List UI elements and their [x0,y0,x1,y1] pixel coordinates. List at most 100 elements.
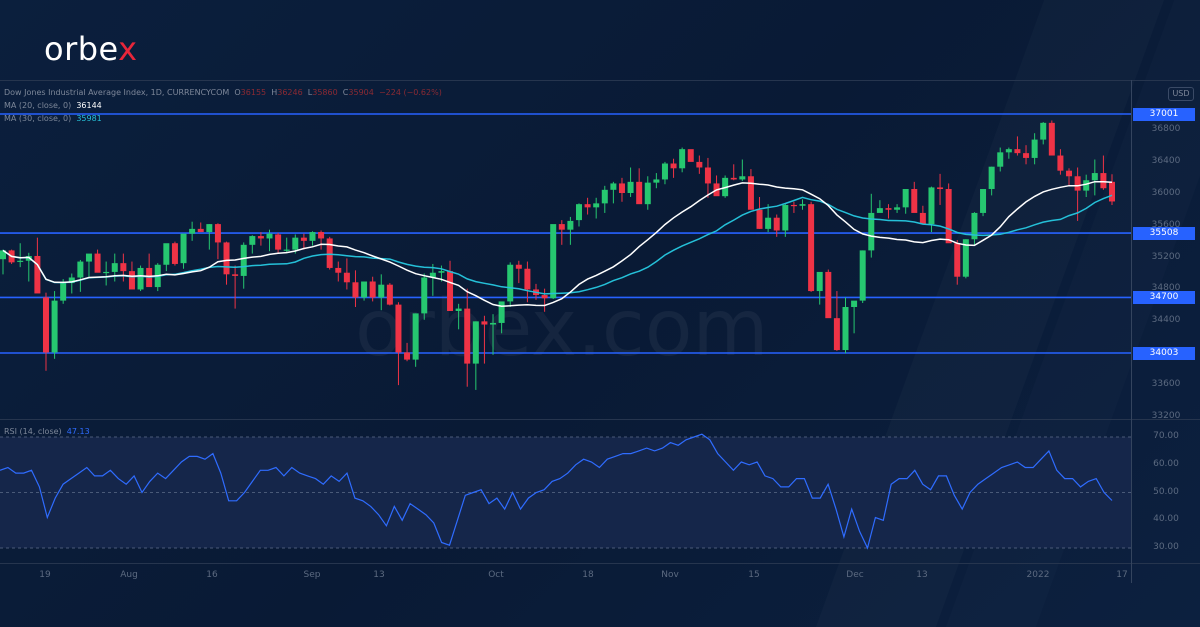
candle-body [954,243,961,277]
candle-body [180,233,187,264]
candle-body [481,321,488,325]
level-price-tag: 34700 [1133,290,1195,304]
time-tick-label: Sep [303,570,321,580]
candle-body [249,236,256,245]
currency-button[interactable]: USD [1168,87,1194,101]
candle-body [541,295,548,299]
candle-body [472,321,479,364]
candle-body [232,274,239,276]
candle-body [412,313,419,360]
time-tick-label: 13 [373,570,385,580]
candle-body [653,179,660,183]
candle-body [206,224,213,233]
candle-body [911,189,918,213]
candle-body [618,183,625,194]
time-tick-label: Oct [488,570,504,580]
price-tick-label: 36400 [1151,155,1181,166]
rsi-tick-label: 30.00 [1153,542,1179,552]
candle-body [756,209,763,229]
candle-body [997,152,1004,167]
candle-body [679,149,686,169]
high-value: 36246 [277,88,303,97]
price-tick-label: 34800 [1151,283,1181,294]
candle-body [816,271,823,292]
candle-body [335,267,342,273]
rsi-tick-label: 60.00 [1153,458,1179,469]
candle-body [429,272,436,278]
candle-body [644,182,651,205]
candle-body [395,304,402,353]
ma20-value: 36144 [76,101,102,110]
candle-body [919,212,926,225]
candle-body [223,242,230,275]
time-tick-label: 13 [916,570,928,580]
candle-body [498,301,505,323]
candle-body [773,217,780,231]
candle-body [868,212,875,251]
price-tick-label: 36000 [1151,187,1181,198]
candle-body [404,352,411,360]
candle-body [765,217,772,229]
brand-logo: orbex [44,30,138,68]
ma20-legend[interactable]: MA (20, close, 0) 36144 [4,101,102,110]
candle-body [524,268,531,290]
panel-separator [0,419,1200,420]
candle-body [137,267,144,290]
candle-body [1100,173,1107,189]
candle-body [980,189,987,213]
rsi-tick-label: 70.00 [1153,431,1179,441]
candle-body [352,282,359,298]
ma20-line [2,180,1113,307]
candle-body [378,284,385,298]
candle-body [103,271,110,274]
candle-body [782,204,789,231]
candle-body [902,189,909,208]
candle-body [704,167,711,184]
candle-body [128,271,135,290]
candle-body [550,224,557,299]
candle-body [189,228,196,234]
candle-body [455,308,462,311]
price-axis-border [1131,80,1132,583]
candle-body [292,237,299,250]
price-tick-label: 35600 [1151,219,1181,230]
candle-body [1091,173,1098,181]
candle-body [490,322,497,325]
open-value: 36155 [240,88,267,97]
candle-body [309,232,316,241]
candle-body [928,187,935,225]
candle-body [584,204,591,208]
candle-body [257,236,264,239]
ma30-line [2,194,1113,295]
candle-body [842,307,849,351]
time-tick-label: 19 [39,570,51,580]
candle-body [343,272,350,283]
candle-body [833,318,840,351]
candle-body [17,260,24,262]
price-tick-label: 33600 [1151,379,1181,390]
candle-body [1040,122,1047,140]
candle-body [747,176,754,210]
candle-body [1057,155,1064,171]
rsi-legend[interactable]: RSI (14, close) 47.13 [4,427,90,436]
candle-body [1031,139,1038,158]
price-tick-label: 34400 [1151,315,1181,326]
candle-body [558,224,565,230]
candle-body [111,263,118,272]
candle-body [567,220,574,230]
candle-body [799,204,806,206]
candle-body [300,237,307,241]
ma30-legend[interactable]: MA (30, close, 0) 35981 [4,114,102,123]
candle-body [438,271,445,273]
candle-body [421,277,428,314]
candle-body [361,281,368,298]
candle-body [945,189,952,244]
price-tick-label: 33200 [1151,411,1181,421]
candle-body [1023,153,1030,158]
time-tick-label: Dec [846,570,864,580]
candle-body [240,244,247,276]
ma30-value: 35981 [76,114,102,123]
candle-body [34,255,41,294]
level-price-tag: 35508 [1133,226,1195,240]
